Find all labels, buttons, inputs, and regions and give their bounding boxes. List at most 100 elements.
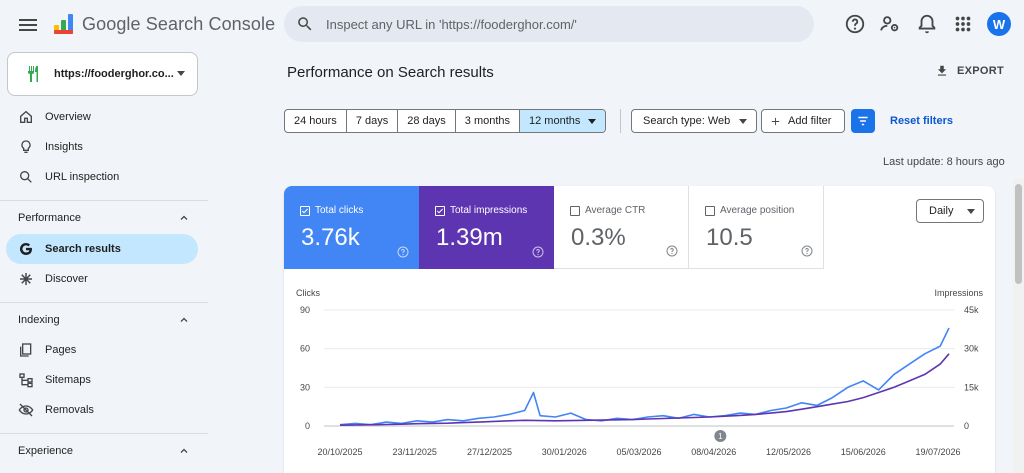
metric-label-row: Average CTR — [570, 205, 645, 216]
checkbox-unchecked-icon — [570, 205, 580, 216]
checkbox-checked-icon — [300, 205, 310, 216]
notifications-button[interactable] — [916, 13, 938, 35]
url-inspection-search[interactable] — [284, 6, 814, 42]
help-icon[interactable] — [801, 245, 813, 257]
search-console-logo-icon — [54, 14, 73, 34]
checkbox-unchecked-icon — [705, 205, 715, 216]
sidebar-item-search-results[interactable]: Search results — [6, 234, 198, 264]
add-filter-button[interactable]: Add filter — [761, 109, 845, 133]
checkbox-checked-icon — [435, 205, 445, 216]
chevron-up-icon — [180, 317, 188, 322]
page-scrollbar[interactable] — [1013, 178, 1024, 473]
metric-average-position[interactable]: Average position 10.5 — [689, 186, 824, 269]
metric-average-ctr[interactable]: Average CTR 0.3% — [554, 186, 689, 269]
hamburger-menu-icon — [19, 19, 37, 31]
help-icon[interactable] — [666, 245, 678, 257]
section-title: Experience — [18, 445, 74, 457]
user-settings-button[interactable] — [879, 13, 901, 35]
metric-label: Total impressions — [450, 205, 528, 216]
range-12-months[interactable]: 12 months — [520, 110, 606, 132]
y-tick-left: 0 — [305, 421, 310, 431]
search-input[interactable] — [326, 16, 786, 32]
section-performance[interactable]: Performance — [18, 212, 190, 224]
help-button[interactable] — [844, 13, 866, 35]
x-tick-label: 12/05/2026 — [766, 447, 811, 457]
sidebar-item-overview[interactable]: Overview — [6, 102, 198, 132]
metric-value: 0.3% — [571, 224, 626, 251]
chevron-up-icon — [180, 448, 188, 453]
y-axis-right-title: Impressions — [934, 288, 983, 298]
metric-value: 10.5 — [706, 224, 753, 251]
last-update-text: Last update: 8 hours ago — [883, 156, 1005, 168]
sidebar-item-insights[interactable]: Insights — [6, 132, 198, 162]
search-icon — [298, 17, 312, 31]
plus-icon — [771, 117, 780, 125]
export-button[interactable]: EXPORT — [935, 64, 1004, 78]
sidebar-item-url-inspection[interactable]: URL inspection — [6, 162, 198, 192]
sidebar-item-removals[interactable]: Removals — [6, 395, 198, 425]
performance-chart: Clicks Impressions 90 45k 60 30k 30 15k 0 0 20/10/… — [296, 288, 984, 457]
performance-card: Total clicks 3.76k Total impressions 1.3… — [284, 186, 995, 473]
search-type-filter[interactable]: Search type: Web — [631, 109, 757, 133]
filter-separator — [620, 109, 621, 133]
sidebar-item-sitemaps[interactable]: Sitemaps — [6, 365, 198, 395]
metric-total-impressions[interactable]: Total impressions 1.39m — [419, 186, 554, 269]
sidebar-divider — [0, 433, 208, 434]
y-tick-left: 30 — [300, 382, 310, 392]
help-icon[interactable] — [532, 246, 544, 258]
sidebar-divider — [0, 200, 208, 201]
metric-total-clicks[interactable]: Total clicks 3.76k — [284, 186, 419, 269]
search-icon — [19, 171, 32, 183]
range-3-months[interactable]: 3 months — [456, 110, 521, 132]
reset-filters-link[interactable]: Reset filters — [890, 115, 953, 127]
help-icon — [845, 14, 865, 34]
property-selector[interactable]: https://fooderghor.co... — [7, 52, 198, 96]
apps-button[interactable] — [952, 13, 974, 35]
sidebar-item-label: Removals — [45, 404, 94, 416]
granularity-selector[interactable]: Daily — [916, 199, 984, 223]
filter-options-button[interactable] — [851, 109, 875, 133]
search-type-label: Search type: Web — [643, 115, 731, 127]
x-tick-label: 23/11/2025 — [393, 447, 437, 457]
x-tick-label: 20/10/2025 — [317, 447, 362, 457]
section-experience[interactable]: Experience — [18, 445, 190, 457]
help-icon[interactable] — [397, 246, 409, 258]
lightbulb-icon — [21, 140, 31, 153]
section-title: Performance — [18, 212, 81, 224]
x-tick-label: 08/04/2026 — [691, 447, 736, 457]
sidebar-item-discover[interactable]: Discover — [6, 264, 198, 294]
app-logo[interactable]: Google Search Console — [52, 12, 275, 36]
range-28-days[interactable]: 28 days — [398, 110, 456, 132]
series-line-impressions — [339, 353, 950, 426]
google-g-icon — [19, 242, 32, 256]
metric-label-row: Total clicks — [300, 205, 363, 216]
y-tick-left: 90 — [300, 305, 310, 315]
app-name: Google Search Console — [82, 13, 276, 34]
sidebar-item-label: Pages — [45, 344, 77, 356]
top-bar: Google Search Console W — [0, 0, 1024, 50]
add-filter-label: Add filter — [788, 115, 832, 127]
range-12-months-label: 12 months — [529, 115, 581, 127]
caret-down-icon — [739, 119, 747, 124]
section-indexing[interactable]: Indexing — [18, 314, 190, 326]
metric-label-row: Average position — [705, 205, 794, 216]
x-tick-label: 27/12/2025 — [467, 447, 512, 457]
caret-down-icon — [588, 118, 597, 124]
y-tick-right: 0 — [964, 421, 969, 431]
range-24-hours[interactable]: 24 hours — [285, 110, 347, 132]
fork-knife-icon — [28, 66, 38, 82]
account-avatar[interactable]: W — [987, 12, 1011, 36]
metric-value: 1.39m — [436, 224, 503, 251]
sidebar-item-pages[interactable]: Pages — [6, 335, 198, 365]
series-line-clicks — [339, 327, 950, 426]
range-7-days[interactable]: 7 days — [347, 110, 399, 132]
main-menu-button[interactable] — [16, 13, 40, 37]
home-icon — [20, 110, 32, 123]
chevron-up-icon — [180, 215, 188, 220]
caret-down-icon — [177, 71, 185, 76]
y-tick-right: 15k — [964, 382, 979, 392]
scrollbar-thumb[interactable] — [1015, 184, 1022, 284]
filter-list-icon — [858, 116, 868, 126]
sidebar-item-label: Insights — [45, 141, 83, 153]
metric-label-row: Total impressions — [435, 205, 527, 216]
